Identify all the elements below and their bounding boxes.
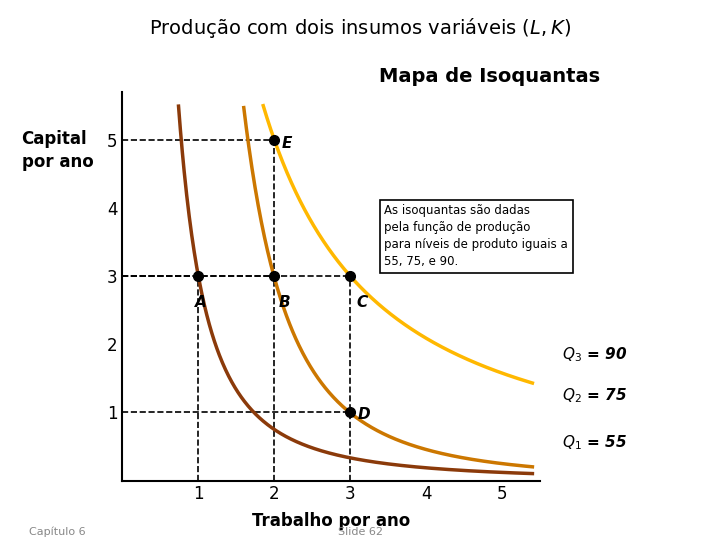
Text: E: E — [282, 136, 292, 151]
X-axis label: Trabalho por ano: Trabalho por ano — [252, 512, 410, 530]
Text: $Q_2$ = 75: $Q_2$ = 75 — [562, 386, 626, 404]
Text: Slide 62: Slide 62 — [338, 526, 382, 537]
Text: A: A — [194, 295, 207, 310]
Text: As isoquantas são dadas
pela função de produção
para níveis de produto iguais a
: As isoquantas são dadas pela função de p… — [384, 204, 568, 268]
Text: Produção com dois insumos variáveis ($L,K$): Produção com dois insumos variáveis ($L,… — [149, 16, 571, 40]
Text: $Q_3$ = 90: $Q_3$ = 90 — [562, 345, 627, 364]
Text: Capital
por ano: Capital por ano — [22, 130, 94, 171]
Text: $Q_1$ = 55: $Q_1$ = 55 — [562, 434, 626, 453]
Text: B: B — [279, 295, 290, 310]
Text: D: D — [358, 407, 370, 422]
Text: Capítulo 6: Capítulo 6 — [29, 526, 86, 537]
Text: Mapa de Isoquantas: Mapa de Isoquantas — [379, 68, 600, 86]
Text: C: C — [356, 295, 367, 310]
